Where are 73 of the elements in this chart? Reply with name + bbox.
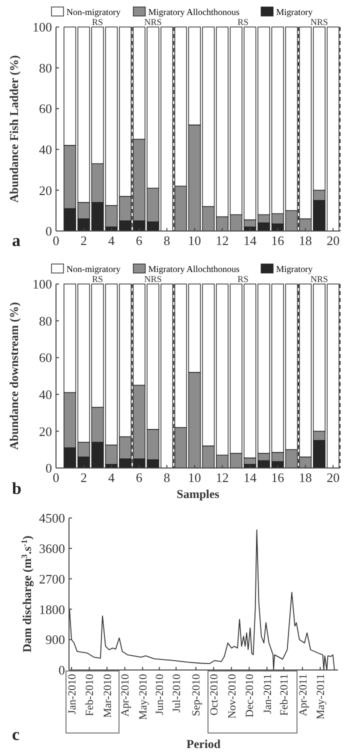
annotation: RS <box>92 274 104 284</box>
x-tick-label: Feb-2010 <box>84 674 96 716</box>
annotation: NRS <box>310 17 328 27</box>
text: b <box>12 479 22 498</box>
y-axis-title: Abundance Fish Ladder (%) <box>7 55 21 203</box>
x-tick-label: Dec-2010 <box>244 674 256 718</box>
x-axis-title: Period <box>186 737 221 751</box>
x-tick-label: May-2010 <box>137 674 150 720</box>
y-tick-label: 3600 <box>39 540 65 556</box>
x-tick-label: Jan-2010 <box>66 674 78 714</box>
y-tick-label: 1800 <box>39 602 65 617</box>
annotation: RS <box>238 17 249 27</box>
y-tick-label: 20 <box>39 424 52 439</box>
x-tick-label: 18 <box>298 233 312 248</box>
line-series <box>69 529 335 670</box>
x-axis-title: Samples <box>176 487 220 501</box>
x-tick-label: 4 <box>108 470 116 485</box>
y-tick-label: 60 <box>39 350 52 366</box>
x-tick-label: Jun-2010 <box>154 674 166 715</box>
x-tick-label: Sep-2010 <box>190 674 203 716</box>
x-tick-label: Jan-2011 <box>262 674 274 714</box>
x-tick-label: 6 <box>136 233 143 248</box>
x-tick-label: 6 <box>136 470 143 485</box>
annotation: NRS <box>144 17 162 27</box>
x-tick-label: 14 <box>243 233 257 248</box>
annotation: NRS <box>310 274 328 284</box>
x-tick-label: Feb-2011 <box>278 674 291 716</box>
legend-label: Non-migratory <box>66 264 121 274</box>
x-tick-label: 20 <box>326 233 340 248</box>
x-tick-label: 2 <box>80 233 87 248</box>
x-tick-label: 4 <box>108 233 116 248</box>
y-tick-label: 80 <box>39 60 52 76</box>
y-tick-label: 100 <box>32 276 52 292</box>
x-tick-label: 20 <box>326 470 340 485</box>
x-tick-label: 8 <box>164 470 170 485</box>
annotation: RS <box>238 274 249 284</box>
y-tick-label: 40 <box>39 386 52 402</box>
y-tick-label: 4500 <box>39 510 65 526</box>
legend-label: Migratory Allochthonous <box>148 7 240 17</box>
x-tick-label: Oct-2010 <box>208 674 220 716</box>
y-tick-label: 80 <box>39 313 52 328</box>
annotation: RS <box>92 17 104 27</box>
x-tick-label: Nov-2010 <box>226 674 238 719</box>
y-tick-label: 40 <box>39 142 52 157</box>
x-tick-label: Apr-2010 <box>120 674 132 717</box>
legend-label: Migratory <box>276 264 314 274</box>
y-tick-label: 0 <box>58 662 65 678</box>
x-tick-label: 12 <box>216 470 229 485</box>
y-tick-label: 20 <box>39 182 52 198</box>
x-tick-label: Jul-2010 <box>170 674 183 712</box>
text: a <box>12 231 21 250</box>
x-tick-label: 14 <box>243 470 257 485</box>
annotation: NRS <box>144 274 162 284</box>
x-tick-label: May-2011 <box>315 674 328 720</box>
x-tick-label: 10 <box>188 233 202 248</box>
x-tick-label: 16 <box>271 233 285 248</box>
x-tick-label: 18 <box>298 470 312 485</box>
y-axis-title: Abundance downstream (%) <box>7 302 21 450</box>
x-tick-label: Apr-2011 <box>297 674 310 716</box>
x-tick-label: Mar-2010 <box>102 674 114 718</box>
x-tick-label: 8 <box>164 233 170 248</box>
y-tick-label: 2700 <box>39 571 65 586</box>
legend-label: Migratory <box>276 7 314 17</box>
y-tick-label: 900 <box>46 632 65 648</box>
legend-label: Non-migratory <box>66 7 121 17</box>
x-tick-label: 12 <box>216 233 229 248</box>
y-tick-label: 100 <box>32 20 52 35</box>
x-tick-label: 16 <box>271 470 285 485</box>
x-tick-label: 2 <box>80 470 87 485</box>
x-tick-label: 10 <box>188 470 202 485</box>
legend-label: Migratory Allochthonous <box>148 264 240 274</box>
y-tick-label: 60 <box>39 101 52 116</box>
text: c <box>12 725 20 744</box>
